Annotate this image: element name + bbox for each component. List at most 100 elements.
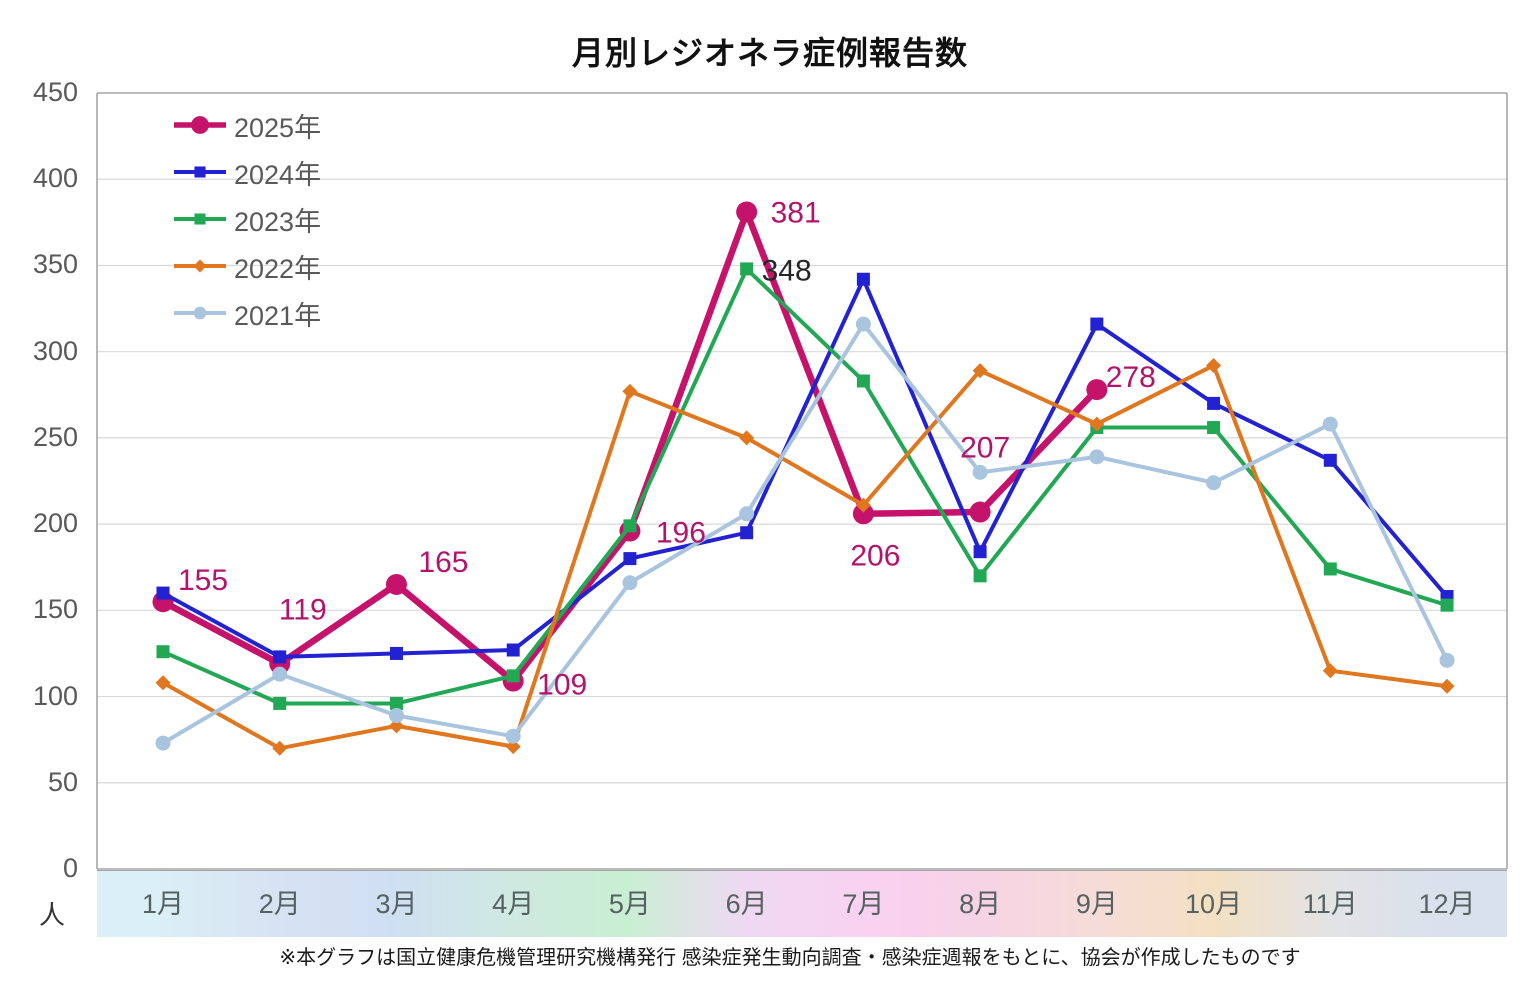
- point-2021年-5月: [622, 575, 638, 591]
- x-tick-3月: 3月: [375, 889, 418, 919]
- point-2025年-3月: [385, 573, 407, 595]
- point-2021年-2月: [272, 666, 288, 682]
- y-tick-350: 350: [32, 249, 78, 280]
- data-label-2025年-5月: 196: [656, 517, 706, 550]
- legend-marker-2021年: [174, 306, 226, 320]
- legend-item-2023年: 2023年: [172, 200, 321, 238]
- y-tick-150: 150: [32, 594, 78, 625]
- point-2024年-5月: [623, 552, 637, 566]
- x-tick-2月: 2月: [258, 889, 301, 919]
- point-2022年-1月: [155, 675, 171, 691]
- legend-item-2025年: 2025年: [172, 106, 321, 144]
- x-tick-1月: 1月: [141, 889, 185, 919]
- point-2023年-7月: [856, 374, 870, 388]
- point-2024年-2月: [273, 650, 287, 664]
- y-tick-200: 200: [32, 508, 78, 539]
- x-tick-8月: 8月: [959, 889, 1002, 919]
- series-2022年: [155, 357, 1455, 756]
- point-2022年-10月: [1206, 357, 1222, 373]
- point-2025年-9月: [1086, 379, 1108, 401]
- x-tick-12月: 12月: [1418, 889, 1476, 919]
- legend-item-2024年: 2024年: [172, 153, 321, 191]
- x-tick-4月: 4月: [492, 889, 535, 919]
- x-tick-6月: 6月: [725, 889, 768, 919]
- point-2022年-5月: [622, 383, 638, 399]
- y-tick-100: 100: [32, 680, 78, 711]
- legend-point-2025年: [191, 116, 209, 134]
- point-2024年-6月: [740, 526, 754, 540]
- data-label-2023年-6月: 348: [762, 254, 812, 287]
- point-2025年-8月: [969, 501, 991, 523]
- point-2022年-9月: [1089, 416, 1105, 432]
- point-2025年-6月: [736, 201, 758, 223]
- point-2022年-7月: [855, 497, 871, 513]
- point-2021年-6月: [739, 506, 755, 522]
- point-2021年-4月: [505, 728, 521, 744]
- line-2021年: [161, 322, 1450, 746]
- data-label-2025年-2月: 119: [279, 593, 327, 626]
- point-2024年-9月: [1090, 317, 1104, 331]
- point-2021年-10月: [1206, 475, 1222, 491]
- x-tick-10月: 10月: [1185, 889, 1243, 919]
- point-2022年-3月: [388, 718, 404, 734]
- data-label-2025年-6月: 381: [771, 196, 821, 229]
- legend-item-2022年: 2022年: [172, 247, 321, 285]
- data-label-2025年-9月: 278: [1106, 361, 1156, 394]
- point-2021年-8月: [972, 464, 988, 480]
- point-2023年-10月: [1207, 421, 1221, 435]
- x-tick-11月: 11月: [1302, 889, 1358, 919]
- legend-label-2021年: 2021年: [234, 300, 322, 331]
- legend-label-2023年: 2023年: [234, 206, 322, 237]
- point-2021年-11月: [1322, 416, 1338, 432]
- point-2024年-7月: [856, 272, 870, 286]
- point-2023年-2月: [273, 696, 287, 710]
- y-tick-250: 250: [32, 421, 78, 452]
- y-tick-450: 450: [32, 77, 78, 107]
- point-2024年-3月: [389, 646, 403, 660]
- point-2022年-4月: [505, 739, 521, 755]
- data-label-2025年-7月: 206: [850, 539, 900, 572]
- legend-point-2022年: [193, 259, 207, 273]
- point-2024年-4月: [506, 643, 520, 657]
- y-tick-0: 0: [62, 853, 78, 883]
- point-2022年-2月: [272, 740, 288, 756]
- point-2023年-5月: [623, 519, 637, 533]
- data-label-2025年-4月: 109: [537, 669, 587, 702]
- data-label-2025年-1月: 155: [178, 564, 228, 597]
- point-2021年-1月: [155, 735, 171, 751]
- point-2023年-4月: [506, 669, 520, 683]
- point-2024年-8月: [973, 545, 987, 559]
- point-2024年-1月: [156, 586, 170, 600]
- y-axis-unit-label: 人: [38, 900, 65, 930]
- x-axis-month-strip: 1月 2月 3月 4月 5月 6月 7月 8月 9月 10月 11月 12月: [97, 870, 1507, 937]
- point-2023年-6月: [740, 262, 754, 276]
- chart-title: 月別レジオネラ症例報告数: [571, 35, 968, 71]
- legend-point-2021年: [193, 306, 207, 320]
- data-label-2025年-3月: 165: [418, 546, 468, 579]
- y-tick-50: 50: [47, 766, 78, 797]
- point-2022年-12月: [1439, 678, 1455, 694]
- point-2021年-9月: [1089, 449, 1105, 465]
- source-footnote: ※本グラフは国立健康危機管理研究機構発行 感染症発生動向調査・感染症週報をもとに…: [279, 947, 1301, 969]
- point-2025年-7月: [852, 503, 874, 525]
- legend-label-2025年: 2025年: [234, 112, 322, 143]
- legend-label-2022年: 2022年: [234, 253, 322, 284]
- line-2022年: [161, 363, 1450, 751]
- legend-marker-2023年: [174, 213, 226, 225]
- line-2023年: [161, 266, 1450, 706]
- point-2021年-3月: [388, 708, 404, 724]
- y-tick-300: 300: [32, 335, 78, 366]
- x-tick-9月: 9月: [1075, 889, 1118, 919]
- point-2021年-7月: [855, 316, 871, 332]
- series-2024年: [156, 272, 1454, 664]
- point-2023年-12月: [1440, 598, 1454, 612]
- x-tick-5月: 5月: [608, 889, 651, 919]
- data-label-2025年-8月: 207: [960, 432, 1010, 465]
- legend-item-2021年: 2021年: [172, 294, 321, 332]
- point-2021年-12月: [1439, 652, 1455, 668]
- legend: 2025年 2024年 2023年 2022年 2021年: [172, 106, 321, 332]
- point-2023年-3月: [389, 696, 403, 710]
- point-2022年-6月: [739, 430, 755, 446]
